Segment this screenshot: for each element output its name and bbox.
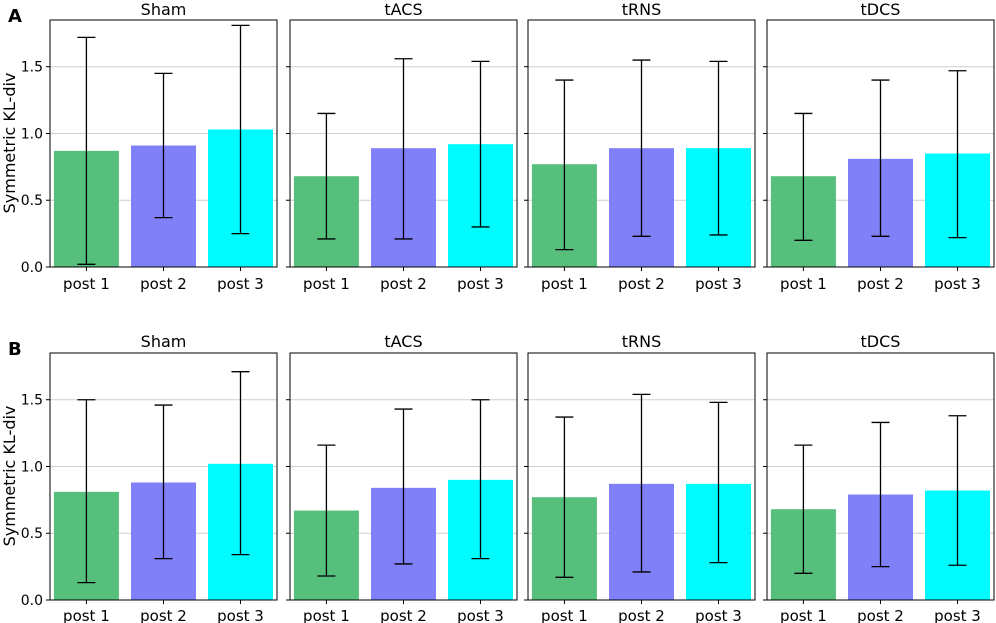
x-tick-label: post 2	[140, 607, 187, 623]
x-tick-label: post 1	[780, 275, 827, 293]
x-tick-label: post 3	[217, 275, 264, 293]
subplot-frame	[766, 19, 995, 268]
y-tick-label: 0.0	[21, 593, 43, 609]
y-tick-label: 0.5	[21, 526, 43, 542]
subplot-frame	[289, 19, 518, 268]
x-tick-label: post 3	[457, 607, 504, 623]
x-tick-label: post 3	[457, 275, 504, 293]
x-tick-label: post 3	[934, 275, 981, 293]
subplot-title: tDCS	[861, 332, 901, 351]
x-tick-label: post 3	[695, 607, 742, 623]
y-axis-label: Symmetric KL-div	[0, 406, 19, 547]
x-tick-label: post 1	[541, 275, 588, 293]
subplot-title: tRNS	[622, 332, 662, 351]
subplot-frame	[766, 352, 995, 601]
x-tick-label: post 1	[63, 275, 110, 293]
y-tick-label: 1.5	[21, 393, 43, 409]
x-tick-label: post 3	[695, 275, 742, 293]
x-tick-label: post 1	[303, 275, 350, 293]
y-tick-label: 1.0	[21, 459, 43, 475]
panel-letter: B	[8, 339, 22, 360]
subplot-title: tDCS	[861, 0, 901, 19]
subplot-frame	[49, 352, 278, 601]
x-tick-label: post 2	[857, 607, 904, 623]
x-tick-label: post 1	[63, 607, 110, 623]
subplot-title: tACS	[384, 0, 422, 19]
x-tick-label: post 1	[541, 607, 588, 623]
x-tick-label: post 2	[857, 275, 904, 293]
x-tick-label: post 1	[303, 607, 350, 623]
y-axis-label: Symmetric KL-div	[0, 73, 19, 214]
panel-letter: A	[8, 6, 22, 27]
subplot-title: Sham	[141, 332, 187, 351]
x-tick-label: post 2	[380, 607, 427, 623]
subplot-title: tACS	[384, 332, 422, 351]
x-tick-label: post 1	[780, 607, 827, 623]
x-tick-label: post 2	[140, 275, 187, 293]
y-tick-label: 1.5	[21, 60, 43, 76]
x-tick-label: post 2	[618, 607, 665, 623]
subplot-frame	[527, 352, 756, 601]
x-tick-label: post 3	[217, 607, 264, 623]
y-tick-label: 0.0	[21, 260, 43, 276]
x-tick-label: post 2	[618, 275, 665, 293]
x-tick-label: post 3	[934, 607, 981, 623]
subplot-frame	[289, 352, 518, 601]
subplot-title: Sham	[141, 0, 187, 19]
x-tick-label: post 2	[380, 275, 427, 293]
subplot-frame	[49, 19, 278, 268]
y-tick-label: 1.0	[21, 126, 43, 142]
subplot-frame	[527, 19, 756, 268]
y-tick-label: 0.5	[21, 193, 43, 209]
subplot-title: tRNS	[622, 0, 662, 19]
